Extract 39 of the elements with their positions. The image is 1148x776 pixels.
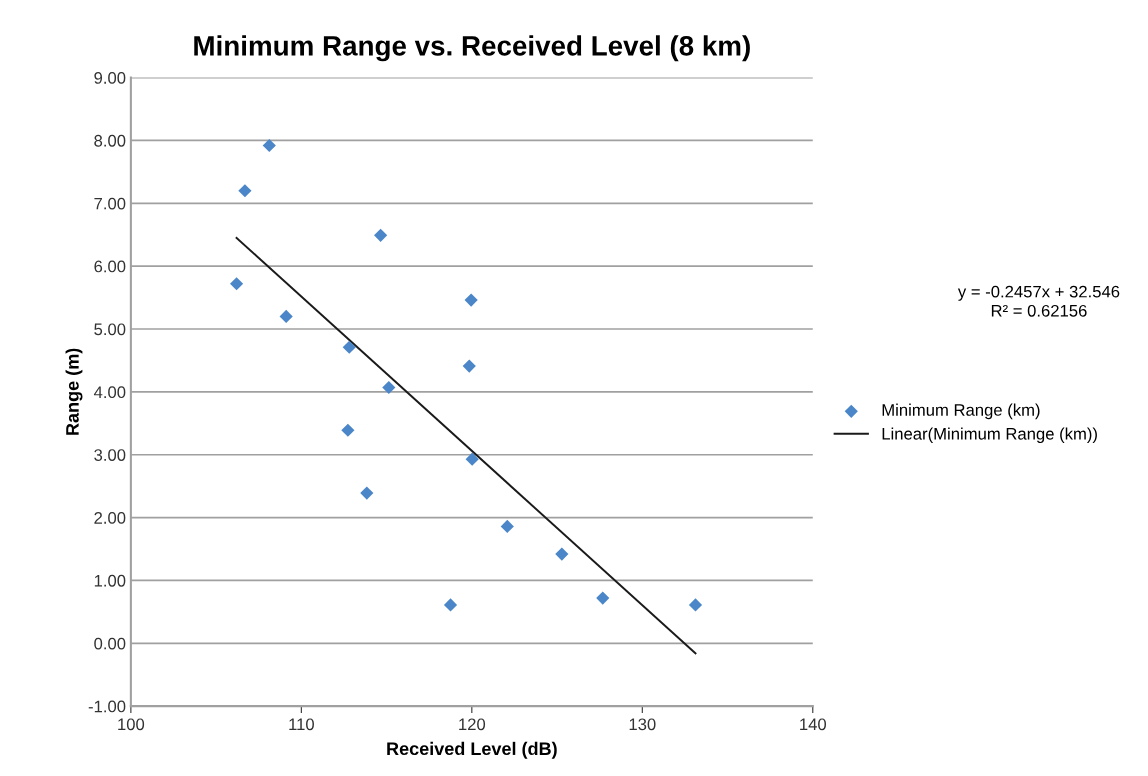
- point: [555, 547, 569, 561]
- point: [360, 486, 374, 500]
- point: [462, 359, 476, 373]
- point: [262, 138, 276, 153]
- legend-label: Linear(Minimum Range (km)): [882, 427, 1097, 444]
- point: [382, 380, 396, 395]
- x-tick-label: 110: [289, 718, 314, 731]
- y-tick-label: 8.00: [94, 134, 126, 147]
- y-tick-label: 6.00: [94, 260, 126, 273]
- x-axis-title: Received Level (dB): [387, 741, 557, 759]
- x-tick-label: 120: [459, 718, 486, 731]
- point: [341, 423, 355, 437]
- point: [342, 340, 356, 354]
- point: [443, 598, 458, 612]
- y-tick-label: 7.00: [94, 197, 126, 210]
- point: [374, 228, 388, 242]
- y-tick-label: 0.00: [94, 637, 126, 650]
- x-tick-label: 130: [629, 718, 656, 731]
- y-tick-label: 9.00: [94, 72, 126, 84]
- x-tick-label: 140: [800, 718, 827, 731]
- y-tick-label: 3.00: [94, 449, 126, 461]
- x-tick-label: 100: [118, 718, 145, 731]
- point: [229, 277, 244, 291]
- y-tick-label: -1.00: [88, 700, 126, 713]
- point: [238, 184, 252, 198]
- point: [464, 293, 478, 307]
- point: [688, 598, 703, 612]
- point: [596, 591, 610, 605]
- y-tick-label: 4.00: [93, 386, 126, 399]
- point: [279, 309, 293, 324]
- legend-label: Minimum Range (km): [882, 403, 1040, 420]
- point: [500, 519, 514, 533]
- chart-title: Minimum Range vs. Received Level (8 km): [194, 35, 750, 62]
- y-tick-label: 5.00: [94, 323, 126, 336]
- point: [465, 452, 479, 466]
- y-tick-label: 1.00: [94, 574, 126, 587]
- y-axis-title: Range (m): [65, 348, 83, 435]
- y-tick-label: 2.00: [94, 511, 126, 524]
- text: y = -0.2457x + 32.546 R² = 0.62156: [957, 285, 1120, 317]
